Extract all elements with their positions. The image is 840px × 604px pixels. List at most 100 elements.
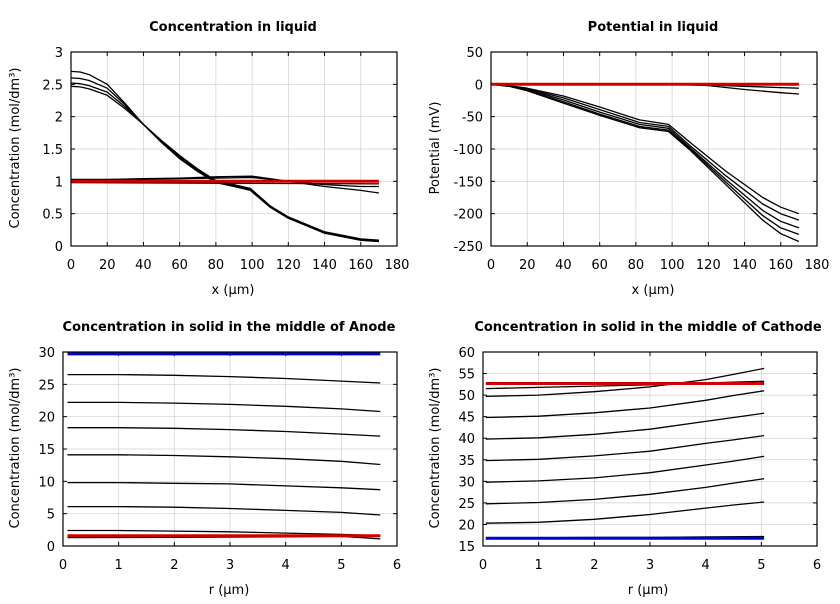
y-tick-label: 60 bbox=[458, 346, 475, 361]
x-tick-label: 60 bbox=[171, 258, 188, 273]
x-tick-label: 80 bbox=[208, 258, 225, 273]
series-line-t6 bbox=[485, 455, 765, 483]
x-tick-label: 6 bbox=[813, 558, 821, 573]
y-tick-label: 20 bbox=[38, 411, 55, 426]
x-tick-label: 140 bbox=[732, 258, 757, 273]
series-group bbox=[485, 367, 765, 540]
x-tick-label: 5 bbox=[757, 558, 765, 573]
series-line-t1 bbox=[67, 373, 381, 384]
x-tick-label: 160 bbox=[768, 258, 793, 273]
x-tick-label: 1 bbox=[115, 558, 123, 573]
series-line-t4 bbox=[485, 412, 765, 440]
y-tick-label: 1 bbox=[55, 175, 63, 190]
chart-concentration-solid-anode: Concentration in solid in the middle of … bbox=[8, 320, 401, 598]
x-tick-label: 180 bbox=[805, 258, 830, 273]
x-tick-label: 0 bbox=[67, 258, 75, 273]
x-tick-label: 140 bbox=[312, 258, 337, 273]
y-tick-label: 20 bbox=[458, 518, 475, 533]
chart-title: Concentration in solid in the middle of … bbox=[474, 320, 822, 335]
y-tick-label: 0 bbox=[47, 540, 55, 555]
x-tick-label: 0 bbox=[487, 258, 495, 273]
y-tick-label: 50 bbox=[466, 46, 483, 61]
x-tick-label: 1 bbox=[535, 558, 543, 573]
y-tick-label: -100 bbox=[453, 143, 483, 158]
y-tick-label: -250 bbox=[453, 240, 483, 255]
x-tick-label: 3 bbox=[646, 558, 654, 573]
x-tick-label: 3 bbox=[226, 558, 234, 573]
x-tick-label: 0 bbox=[479, 558, 487, 573]
series-line-t4 bbox=[491, 83, 800, 236]
y-axis-label: Concentration (mol/dm³) bbox=[428, 368, 443, 529]
series-line-t3 bbox=[485, 390, 765, 419]
x-axis-label: r (µm) bbox=[628, 583, 669, 598]
chart-potential-in-liquid: Potential in liquid x (µm) Potential (mV… bbox=[428, 20, 829, 298]
y-tick-label: 25 bbox=[458, 497, 475, 512]
x-tick-label: 2 bbox=[170, 558, 178, 573]
x-tick-label: 80 bbox=[628, 258, 645, 273]
series-line-t8 bbox=[485, 501, 765, 524]
series-line-t3 bbox=[491, 83, 800, 229]
plot-frame bbox=[482, 351, 818, 547]
series-line-t2 bbox=[67, 401, 381, 413]
x-axis-label: r (µm) bbox=[209, 583, 250, 598]
series-line-t5 bbox=[491, 83, 800, 243]
series-line-t4 bbox=[71, 85, 379, 241]
x-tick-label: 60 bbox=[591, 258, 608, 273]
y-tick-label: 0 bbox=[55, 240, 63, 255]
series-line-t6 bbox=[67, 505, 381, 516]
y-tick-label: 30 bbox=[38, 346, 55, 361]
x-tick-label: 120 bbox=[696, 258, 721, 273]
y-tick-label: -150 bbox=[453, 175, 483, 190]
x-tick-label: 160 bbox=[348, 258, 373, 273]
x-tick-label: 20 bbox=[99, 258, 116, 273]
x-tick-label: 6 bbox=[393, 558, 401, 573]
y-axis-label: Concentration (mol/dm³) bbox=[8, 368, 23, 529]
y-tick-label: 5 bbox=[47, 508, 55, 523]
series-line-t3 bbox=[67, 427, 381, 437]
y-tick-label: 55 bbox=[458, 368, 475, 383]
grid bbox=[70, 51, 398, 247]
chart-concentration-in-liquid: Concentration in liquid x (µm) Concentra… bbox=[8, 20, 409, 298]
x-tick-label: 20 bbox=[519, 258, 536, 273]
plot-frame bbox=[62, 351, 398, 547]
x-tick-label: 0 bbox=[59, 558, 67, 573]
y-tick-label: 30 bbox=[458, 475, 475, 490]
x-tick-label: 4 bbox=[282, 558, 290, 573]
series-line-t7 bbox=[71, 181, 379, 185]
y-tick-label: 0 bbox=[475, 78, 483, 93]
y-tick-label: 3 bbox=[55, 46, 63, 61]
chart-title: Concentration in liquid bbox=[149, 20, 317, 35]
chart-concentration-solid-cathode: Concentration in solid in the middle of … bbox=[428, 320, 822, 598]
y-tick-label: 10 bbox=[38, 475, 55, 490]
series-line-t7 bbox=[485, 478, 765, 505]
chart-title: Potential in liquid bbox=[588, 20, 719, 35]
chart-title: Concentration in solid in the middle of … bbox=[63, 320, 396, 335]
y-tick-label: 1.5 bbox=[42, 143, 63, 158]
x-tick-label: 5 bbox=[337, 558, 345, 573]
x-tick-label: 180 bbox=[385, 258, 410, 273]
x-tick-label: 120 bbox=[276, 258, 301, 273]
x-axis-label: x (µm) bbox=[632, 283, 675, 298]
series-line-t5 bbox=[67, 481, 381, 491]
y-tick-label: 35 bbox=[458, 454, 475, 469]
series-line-t5 bbox=[485, 434, 765, 462]
plot-frame bbox=[70, 51, 398, 247]
x-tick-label: 4 bbox=[702, 558, 710, 573]
x-tick-label: 2 bbox=[590, 558, 598, 573]
series-line-t3 bbox=[71, 82, 379, 242]
y-tick-label: 2 bbox=[55, 111, 63, 126]
y-axis-label: Concentration (mol/dm³) bbox=[8, 68, 23, 229]
plot-frame bbox=[490, 51, 818, 247]
y-tick-label: 40 bbox=[458, 432, 475, 447]
x-axis-label: x (µm) bbox=[212, 283, 255, 298]
x-tick-label: 100 bbox=[240, 258, 265, 273]
y-tick-label: -50 bbox=[462, 111, 483, 126]
x-tick-label: 100 bbox=[660, 258, 685, 273]
y-axis-label: Potential (mV) bbox=[428, 102, 443, 195]
y-tick-label: 15 bbox=[38, 443, 55, 458]
series-group bbox=[67, 352, 381, 540]
x-tick-label: 40 bbox=[135, 258, 152, 273]
y-tick-label: 0.5 bbox=[42, 208, 63, 223]
series-group bbox=[491, 82, 800, 243]
